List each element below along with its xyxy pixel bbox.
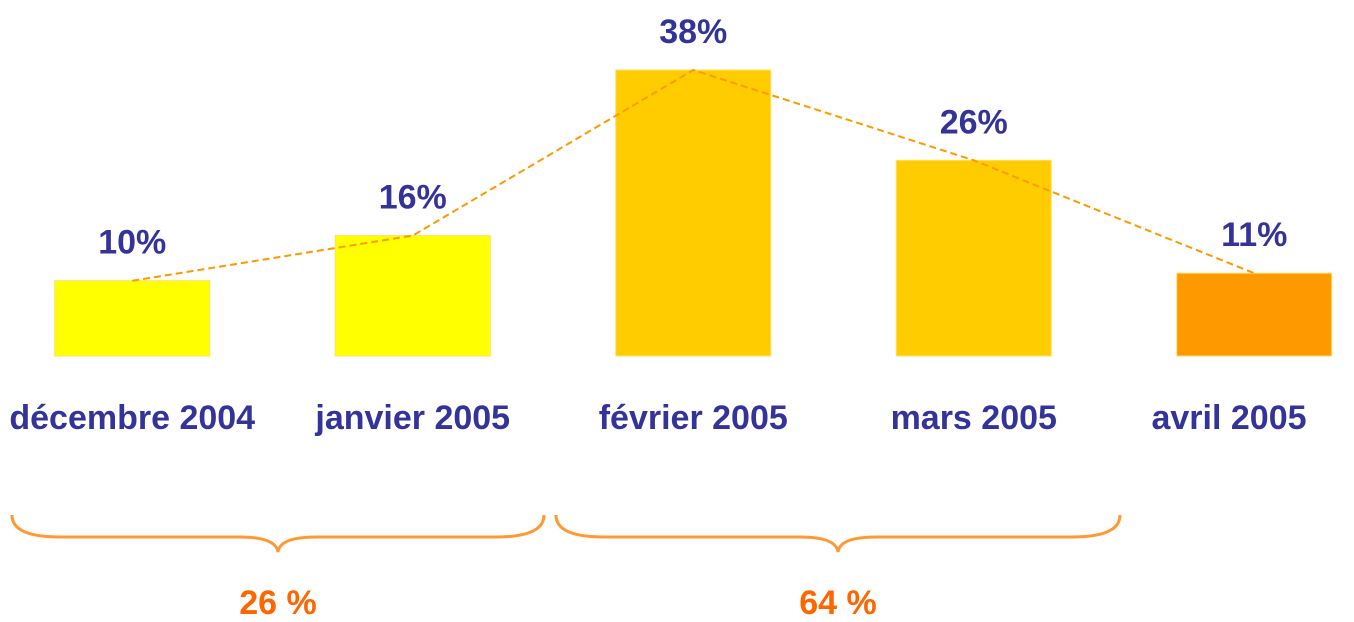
x-tick-label: mars 2005	[890, 399, 1057, 437]
x-tick-label: avril 2005	[1151, 399, 1307, 437]
bar	[895, 159, 1052, 357]
annotation: 64 %	[799, 584, 877, 622]
value-label: 10%	[98, 224, 166, 262]
bar	[615, 69, 772, 357]
brace	[554, 514, 1122, 553]
brace	[10, 514, 546, 553]
bar	[334, 235, 491, 357]
x-tick-label: décembre 2004	[9, 399, 256, 437]
value-label: 38%	[659, 13, 727, 51]
value-label: 11%	[1221, 216, 1287, 254]
bar	[54, 280, 211, 357]
value-label: 26%	[940, 103, 1008, 141]
bar	[1176, 272, 1333, 357]
value-label: 16%	[379, 179, 447, 217]
annotation: 26 %	[239, 584, 317, 622]
x-tick-label: janvier 2005	[315, 399, 511, 437]
x-tick-label: février 2005	[598, 399, 788, 437]
trend-line	[132, 68, 1255, 282]
